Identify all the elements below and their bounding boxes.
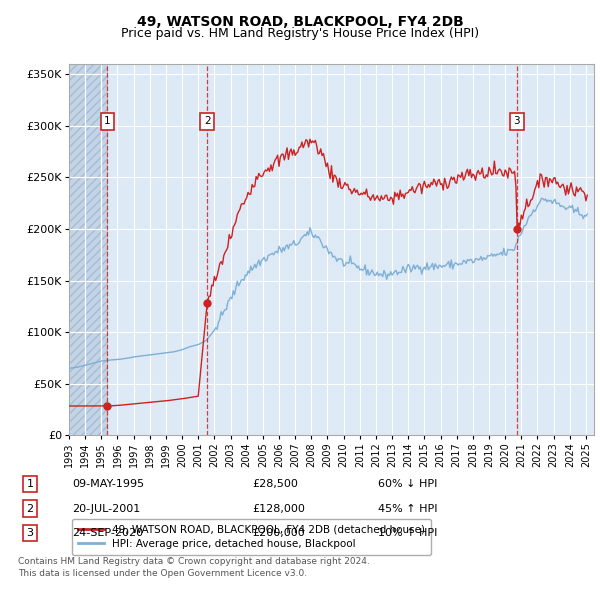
- Text: £200,000: £200,000: [252, 529, 305, 538]
- Text: 10% ↑ HPI: 10% ↑ HPI: [378, 529, 437, 538]
- Text: 20-JUL-2001: 20-JUL-2001: [72, 504, 140, 513]
- Text: £28,500: £28,500: [252, 479, 298, 489]
- Text: 1: 1: [104, 116, 110, 126]
- Text: 60% ↓ HPI: 60% ↓ HPI: [378, 479, 437, 489]
- Text: 09-MAY-1995: 09-MAY-1995: [72, 479, 144, 489]
- Text: 3: 3: [26, 529, 34, 538]
- Legend: 49, WATSON ROAD, BLACKPOOL, FY4 2DB (detached house), HPI: Average price, detach: 49, WATSON ROAD, BLACKPOOL, FY4 2DB (det…: [71, 519, 431, 555]
- Text: Price paid vs. HM Land Registry's House Price Index (HPI): Price paid vs. HM Land Registry's House …: [121, 27, 479, 40]
- Text: 49, WATSON ROAD, BLACKPOOL, FY4 2DB: 49, WATSON ROAD, BLACKPOOL, FY4 2DB: [137, 15, 463, 29]
- Text: 1: 1: [26, 479, 34, 489]
- Text: 2: 2: [26, 504, 34, 513]
- Text: 24-SEP-2020: 24-SEP-2020: [72, 529, 143, 538]
- Text: Contains HM Land Registry data © Crown copyright and database right 2024.: Contains HM Land Registry data © Crown c…: [18, 558, 370, 566]
- Text: 45% ↑ HPI: 45% ↑ HPI: [378, 504, 437, 513]
- Bar: [69, 64, 107, 435]
- Text: £128,000: £128,000: [252, 504, 305, 513]
- Text: This data is licensed under the Open Government Licence v3.0.: This data is licensed under the Open Gov…: [18, 569, 307, 578]
- Text: 3: 3: [514, 116, 520, 126]
- Text: 2: 2: [204, 116, 211, 126]
